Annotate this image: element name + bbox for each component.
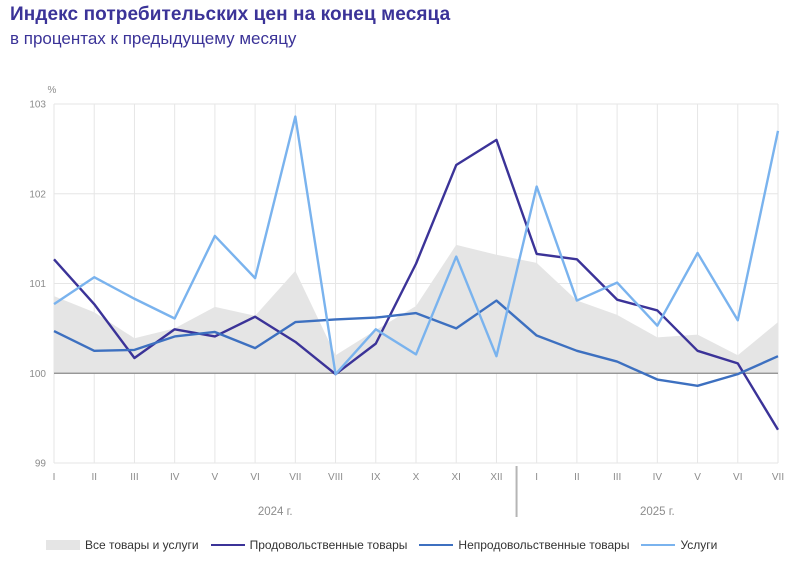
x-tick-label: VIII — [328, 472, 343, 483]
x-tick-label: II — [574, 472, 580, 483]
x-tick-label: III — [613, 472, 621, 483]
series-line-services — [53, 115, 780, 376]
x-tick-label: X — [413, 472, 420, 483]
chart-title: Индекс потребительских цен на конец меся… — [10, 4, 451, 25]
legend-label-all: Все товары и услуги — [85, 538, 199, 552]
x-tick-label: VI — [733, 472, 742, 483]
series-line-nonfood — [53, 299, 779, 388]
y-tick-label: 100 — [29, 369, 46, 380]
legend-swatch-food — [210, 544, 245, 546]
legend-item-all: Все товары и услуги — [46, 538, 199, 552]
series-line-food — [53, 138, 780, 431]
x-tick-label: VII — [289, 472, 301, 483]
legend-item-nonfood: Непродовольственные товары — [419, 538, 629, 552]
x-tick-label: VII — [772, 472, 784, 483]
x-tick-label: III — [130, 472, 138, 483]
x-tick-label: IV — [653, 472, 663, 483]
x-tick-label: V — [694, 472, 701, 483]
x-tick-label: IV — [170, 472, 180, 483]
x-tick-label: XI — [451, 472, 460, 483]
x-tick-label: I — [53, 472, 56, 483]
y-tick-label: 99 — [35, 459, 47, 470]
legend-label-nonfood: Непродовольственные товары — [458, 538, 630, 552]
chart-legend: Все товары и услуги Продовольственные то… — [46, 536, 729, 554]
x-tick-label: IX — [371, 472, 381, 483]
legend-swatch-nonfood — [419, 544, 454, 546]
y-tick-label: 101 — [29, 279, 46, 290]
legend-item-food: Продовольственные товары — [210, 538, 408, 552]
legend-swatch-area — [46, 540, 80, 550]
y-unit-label: % — [48, 85, 57, 96]
legend-item-services: Услуги — [641, 538, 717, 552]
y-tick-label: 103 — [29, 100, 46, 111]
legend-label-food: Продовольственные товары — [249, 538, 408, 552]
y-tick-label: 102 — [29, 189, 46, 200]
x-tick-label: VI — [250, 472, 259, 483]
x-tick-label: II — [91, 472, 97, 483]
year-label: 2024 г. — [258, 506, 293, 518]
chart-subtitle: в процентах к предыдущему месяцу — [10, 29, 297, 48]
x-tick-label: V — [212, 472, 219, 483]
x-tick-label: I — [535, 472, 538, 483]
x-tick-label: XII — [490, 472, 502, 483]
legend-label-services: Услуги — [680, 538, 718, 552]
legend-swatch-services — [641, 544, 676, 546]
year-label: 2025 г. — [640, 506, 675, 518]
